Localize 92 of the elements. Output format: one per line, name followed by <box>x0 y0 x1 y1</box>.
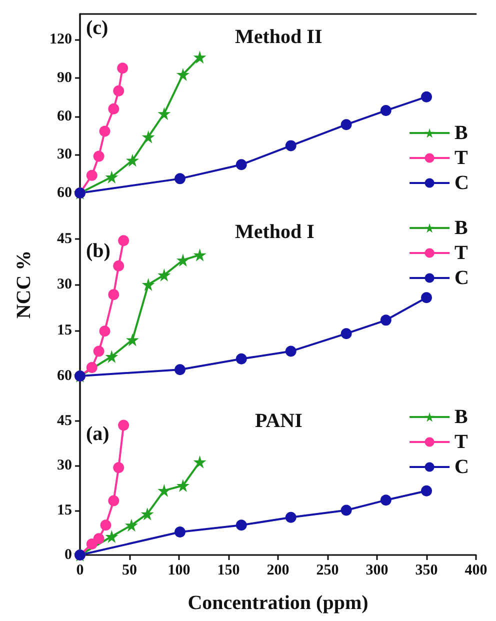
point <box>380 105 392 116</box>
text: Method II <box>235 26 322 48</box>
point <box>285 140 296 152</box>
legend-label: T <box>454 147 469 169</box>
point <box>340 119 352 130</box>
point <box>236 520 247 531</box>
point <box>158 107 171 120</box>
y-tick-label: 15 <box>57 502 72 518</box>
point <box>340 504 352 516</box>
point <box>86 362 98 373</box>
legend-label: T <box>454 242 469 264</box>
point <box>124 518 138 532</box>
point <box>421 292 432 304</box>
legend-label: C <box>454 456 470 478</box>
point <box>105 350 118 363</box>
point <box>113 85 124 96</box>
point <box>285 512 296 523</box>
y-tick-label: 90 <box>57 70 72 86</box>
x-tick-label: 50 <box>122 562 137 578</box>
x-tick-label: 300 <box>366 562 388 578</box>
legend-label: C <box>454 267 470 289</box>
point <box>380 314 392 326</box>
point <box>158 484 171 498</box>
x-tick-label: 250 <box>316 562 339 578</box>
point <box>158 268 171 282</box>
point <box>93 150 104 162</box>
point <box>176 254 190 267</box>
point <box>113 260 124 272</box>
x-tick-label: 350 <box>415 562 438 578</box>
point <box>174 364 186 376</box>
legend-label: T <box>454 431 469 453</box>
point <box>193 248 206 262</box>
point <box>105 170 118 184</box>
text: Method I <box>235 221 315 243</box>
point <box>236 353 247 364</box>
x-tick-label: 400 <box>464 562 488 578</box>
point <box>99 126 110 137</box>
legend-label: B <box>454 217 468 239</box>
y-axis-title: NCC % <box>13 250 35 319</box>
point <box>380 494 392 506</box>
x-tick-label: 0 <box>76 562 84 578</box>
y-tick-label: 30 <box>57 146 72 163</box>
point <box>86 170 98 181</box>
x-axis-title: Concentration (ppm) <box>188 592 368 614</box>
point <box>176 478 190 492</box>
point <box>118 235 130 246</box>
point <box>193 50 206 64</box>
point <box>140 507 154 520</box>
point <box>93 533 104 544</box>
y-tick-label: 45 <box>57 230 72 247</box>
annotation: (b) <box>86 240 110 262</box>
y-tick-label: 0 <box>64 547 72 563</box>
x-tick-label: 200 <box>266 562 290 578</box>
x-tick-label: 150 <box>217 562 240 578</box>
point <box>236 159 247 170</box>
point <box>117 62 128 74</box>
annotation: (c) <box>86 17 108 39</box>
point <box>142 130 155 144</box>
text: PANI <box>255 410 303 432</box>
point <box>118 420 130 431</box>
point <box>126 154 139 167</box>
point <box>100 520 112 531</box>
x-tick-label: 100 <box>168 562 190 578</box>
point <box>108 103 120 114</box>
point <box>93 346 104 357</box>
annotation: (a) <box>86 423 110 445</box>
point <box>285 346 296 357</box>
y-tick-label: 30 <box>57 276 72 292</box>
legend-label: C <box>454 172 470 194</box>
point <box>340 328 352 340</box>
y-tick-label: 30 <box>57 458 72 474</box>
y-tick-label: 60 <box>57 108 72 124</box>
point <box>99 326 110 337</box>
point <box>193 455 206 468</box>
point <box>174 173 186 184</box>
y-tick-label: 45 <box>57 412 72 429</box>
point <box>105 530 118 544</box>
point <box>421 485 432 496</box>
point <box>176 68 190 81</box>
point <box>174 526 186 538</box>
y-tick-label: 60 <box>57 368 72 384</box>
legend-label: B <box>454 406 468 428</box>
point <box>113 462 124 474</box>
y-tick-label: 60 <box>57 185 72 201</box>
point <box>108 289 120 300</box>
y-tick-label: 15 <box>57 322 72 338</box>
point <box>421 91 432 102</box>
point <box>126 333 139 346</box>
y-tick-label: 120 <box>50 32 72 48</box>
point <box>142 278 155 291</box>
legend-label: B <box>454 122 468 144</box>
point <box>108 495 120 506</box>
